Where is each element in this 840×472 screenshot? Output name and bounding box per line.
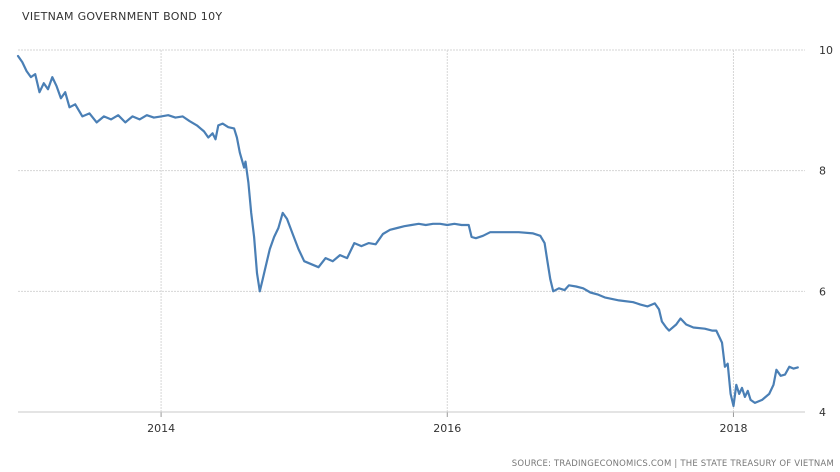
x-axis: 2014 2016 2018 bbox=[18, 411, 805, 435]
plot-area bbox=[18, 50, 805, 412]
series-line-0 bbox=[16, 54, 799, 408]
chart-title: VIETNAM GOVERNMENT BOND 10Y bbox=[22, 10, 223, 23]
source-note: SOURCE: TRADINGECONOMICS.COM | THE STATE… bbox=[511, 459, 834, 469]
x-tick-label: 2018 bbox=[719, 422, 747, 435]
y-tick-label: 10 bbox=[819, 44, 833, 57]
x-tick-label: 2016 bbox=[433, 422, 461, 435]
y-tick-label: 4 bbox=[819, 406, 826, 419]
y-tick-label: 6 bbox=[819, 285, 826, 298]
x-tick-label: 2014 bbox=[147, 422, 175, 435]
y-axis: 4 6 8 10 bbox=[819, 44, 833, 419]
series-group bbox=[16, 54, 799, 408]
y-tick-label: 8 bbox=[819, 165, 826, 178]
